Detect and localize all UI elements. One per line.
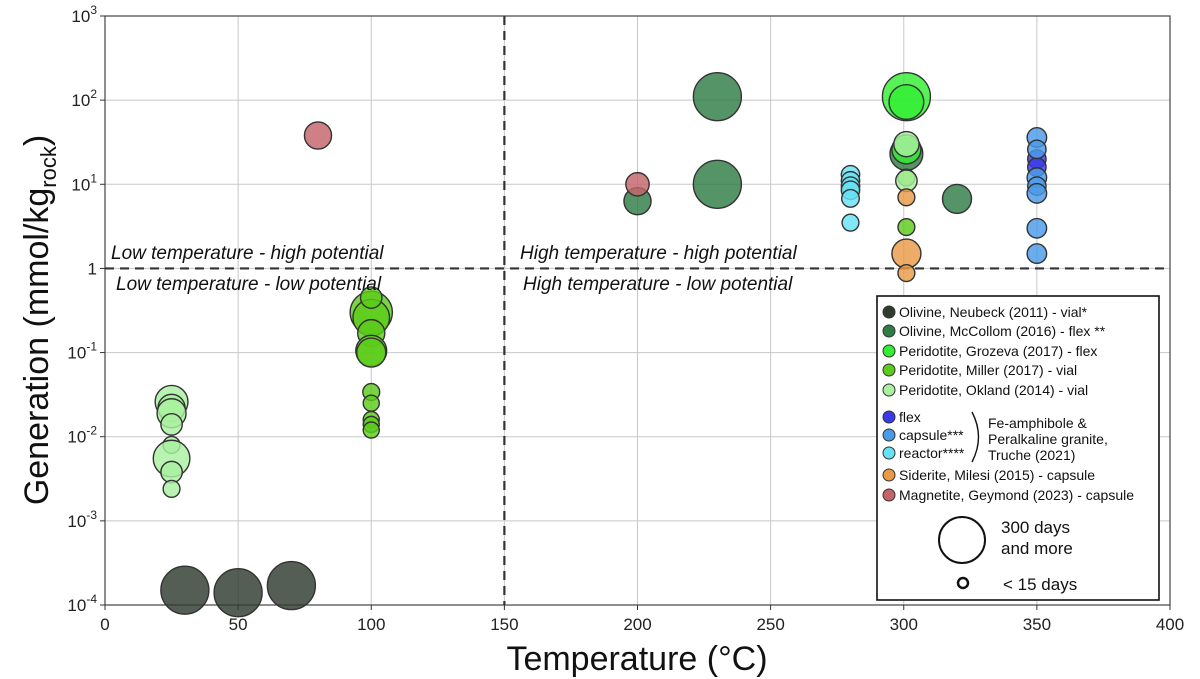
legend-marker [882,446,896,460]
size-legend-small-marker [956,576,970,590]
legend-entry-label: Siderite, Milesi (2015) - capsule [899,467,1095,483]
size-legend-large-marker [938,516,986,564]
data-point [160,565,210,615]
data-point [1026,182,1048,204]
legend-marker [882,410,896,424]
axis-ticks: 0 50 100 150 200 250 300 350 400 10-4 10-3 10-2 10-1… [67,3,1184,634]
data-point [941,183,973,215]
legend-entry-label: Peridotite, Grozeva (2017) - flex [899,343,1097,359]
data-point [266,560,317,611]
data-point [160,460,183,484]
data-point [362,421,380,439]
x-tick-label: 150 [490,615,518,634]
data-point [625,171,650,197]
data-point [692,71,743,122]
legend-marker [882,324,896,338]
y-tick-label: 10-1 [67,340,97,363]
legend-bracket [971,411,980,463]
data-point [1026,243,1048,265]
legend-entry-label: Peridotite, Miller (2017) - vial [899,362,1077,378]
data-point [897,188,916,207]
data-point [362,394,380,412]
legend-marker [882,383,896,397]
legend-entry-label: reactor**** [899,445,965,461]
data-point [160,413,183,436]
data-point [841,188,861,208]
threshold-lines [105,16,1170,605]
data-point [1026,217,1048,239]
quadrant-label-high-low: High temperature - low potential [523,274,793,295]
data-point [213,568,263,618]
legend-entry-label: capsule*** [899,427,964,443]
y-tick-label: 103 [71,3,97,26]
y-tick-label: 1 [88,259,97,278]
x-tick-label: 300 [890,615,918,634]
legend-marker [882,468,896,482]
x-tick-label: 50 [229,615,248,634]
quadrant-label-high-high: High temperature - high potential [520,243,797,264]
data-point [1026,139,1047,160]
legend-entry-label: Olivine, Neubeck (2011) - vial* [899,304,1088,320]
legend-bracket-label: Fe-amphibole & Peralkaline granite, Truche… [988,415,1108,463]
data-point [303,121,333,150]
x-tick-label: 250 [756,615,784,634]
y-axis-label: Generation (mmol/kgrock) [18,135,61,505]
data-point [841,213,860,232]
data-point [897,263,916,283]
legend-entry-label: Magnetite, Geymond (2023) - capsule [899,487,1134,503]
y-tick-label: 10-2 [67,424,97,447]
size-legend-large-label: 300 days and more [1001,518,1073,558]
data-point [162,479,181,498]
y-tick-label: 101 [71,171,97,194]
data-point [356,337,387,368]
legend-entries: Olivine, Neubeck (2011) - vial* Olivine, … [882,304,1134,503]
legend-entry-label: Peridotite, Okland (2014) - vial [899,382,1088,398]
data-point [897,217,916,237]
x-tick-label: 350 [1023,615,1051,634]
data-point [692,159,743,209]
legend-marker [882,428,896,442]
x-tick-label: 400 [1156,615,1184,634]
data-point [359,286,383,310]
legend-marker [882,344,896,358]
legend-entry-label: flex [899,409,921,425]
x-tick-label: 200 [623,615,651,634]
legend-marker [882,305,896,319]
quadrant-label-low-low: Low temperature - low potential [116,274,382,295]
size-legend-small-label: < 15 days [1003,575,1077,594]
legend-entry-label: Olivine, McCollom (2016) - flex ** [899,323,1106,339]
y-tick-label: 10-4 [67,592,97,615]
legend-marker [882,363,896,377]
legend: Olivine, Neubeck (2011) - vial* Olivine, … [876,295,1160,601]
y-tick-label: 10-3 [67,508,97,531]
data-points [152,71,1048,618]
y-tick-label: 102 [71,87,97,110]
x-tick-label: 0 [100,615,109,634]
data-point [888,83,925,121]
data-point [893,130,920,158]
legend-marker [882,488,896,502]
x-tick-label: 100 [357,615,385,634]
data-point [891,238,922,269]
x-axis-label: Temperature (°C) [506,640,767,678]
quadrant-label-low-high: Low temperature - high potential [111,243,384,264]
legend-box [876,295,1160,601]
